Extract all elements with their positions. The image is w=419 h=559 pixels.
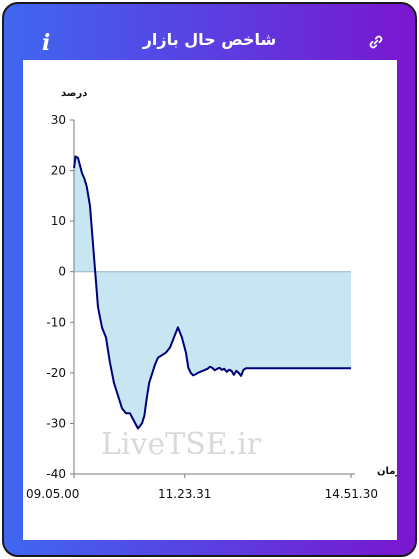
header-bar: i شاخص حال بازار bbox=[4, 4, 415, 58]
x-tick-label: 09.05.00 bbox=[26, 487, 79, 501]
y-tick-label: -20 bbox=[46, 366, 66, 380]
x-axis-title: زمان bbox=[377, 466, 397, 477]
tick-labels-layer: 30 20 10 0 -10 -20 -30 -40 09.05.00 11.23.31 14.51… bbox=[26, 113, 378, 501]
y-tick-label: 30 bbox=[51, 113, 66, 127]
area-fill bbox=[74, 156, 351, 429]
chart-panel: 30 20 10 0 -10 -20 -30 -40 09.05.00 11.23.31 14.51… bbox=[23, 60, 397, 540]
y-tick-label: 20 bbox=[51, 164, 66, 178]
y-tick-label: 10 bbox=[51, 214, 66, 228]
y-tick-label: -40 bbox=[46, 467, 66, 481]
series-line-layer bbox=[73, 155, 351, 430]
area-fill-layer bbox=[74, 156, 351, 429]
series-line bbox=[73, 155, 351, 430]
market-index-chart: 30 20 10 0 -10 -20 -30 -40 09.05.00 11.23.31 14.51… bbox=[26, 88, 397, 501]
link-icon[interactable] bbox=[368, 34, 384, 50]
page-title: شاخص حال بازار bbox=[142, 30, 277, 49]
y-tick-label: 0 bbox=[58, 265, 66, 279]
y-tick-label: -30 bbox=[46, 416, 66, 430]
x-tick-label: 14.51.30 bbox=[325, 487, 378, 501]
y-tick-label: -10 bbox=[46, 315, 66, 329]
watermark: LiveTSE.ir bbox=[101, 427, 262, 462]
info-icon[interactable]: i bbox=[42, 30, 51, 56]
axes-layer bbox=[70, 119, 355, 478]
y-axis-title: درصد bbox=[61, 88, 87, 99]
x-tick-label: 11.23.31 bbox=[158, 487, 211, 501]
